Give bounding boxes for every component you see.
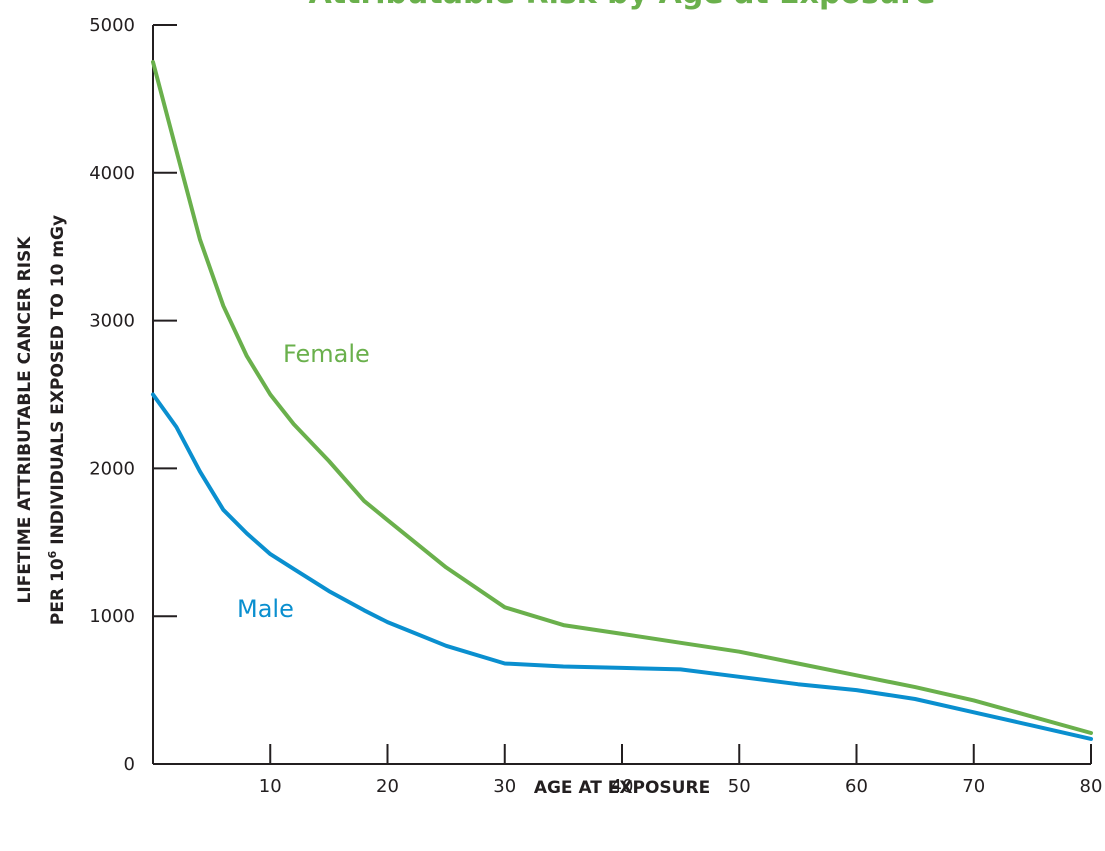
x-tick-label: 80 [1080, 776, 1103, 797]
x-tick-label: 20 [376, 776, 399, 797]
x-ticks: 10 20 30 40 50 60 70 80 [259, 744, 1103, 797]
y-axis-title-line1: LIFETIME ATTRIBUTABLE CANCER RISK [15, 236, 35, 604]
chart-title: Attributable Risk by Age at Exposure [309, 0, 936, 11]
series-lines [151, 60, 1093, 741]
series-line-male [151, 392, 1093, 741]
series-label-male: Male [237, 595, 294, 623]
y-axis-title-superscript: 6 [46, 550, 59, 558]
x-axis-title: AGE AT EXPOSURE [534, 778, 710, 798]
series-label-female: Female [283, 340, 370, 368]
x-tick-label: 30 [493, 776, 516, 797]
axes [152, 25, 1091, 765]
y-ticks: 0 1000 2000 3000 4000 5000 [89, 15, 177, 775]
x-tick-label: 10 [259, 776, 282, 797]
y-axis-title-line2: PER 106 INDIVIDUALS EXPOSED TO 10 mGy [46, 215, 68, 625]
series-line-female [151, 60, 1093, 735]
y-tick-label: 3000 [89, 311, 135, 332]
x-tick-label: 60 [845, 776, 868, 797]
x-tick-label: 70 [962, 776, 985, 797]
y-tick-label: 2000 [89, 458, 135, 479]
y-tick-label: 5000 [89, 15, 135, 36]
y-tick-label: 0 [124, 754, 135, 775]
y-tick-label: 1000 [89, 606, 135, 627]
y-tick-label: 4000 [89, 163, 135, 184]
x-tick-label: 50 [728, 776, 751, 797]
x-tick-label: 40 [611, 776, 634, 797]
